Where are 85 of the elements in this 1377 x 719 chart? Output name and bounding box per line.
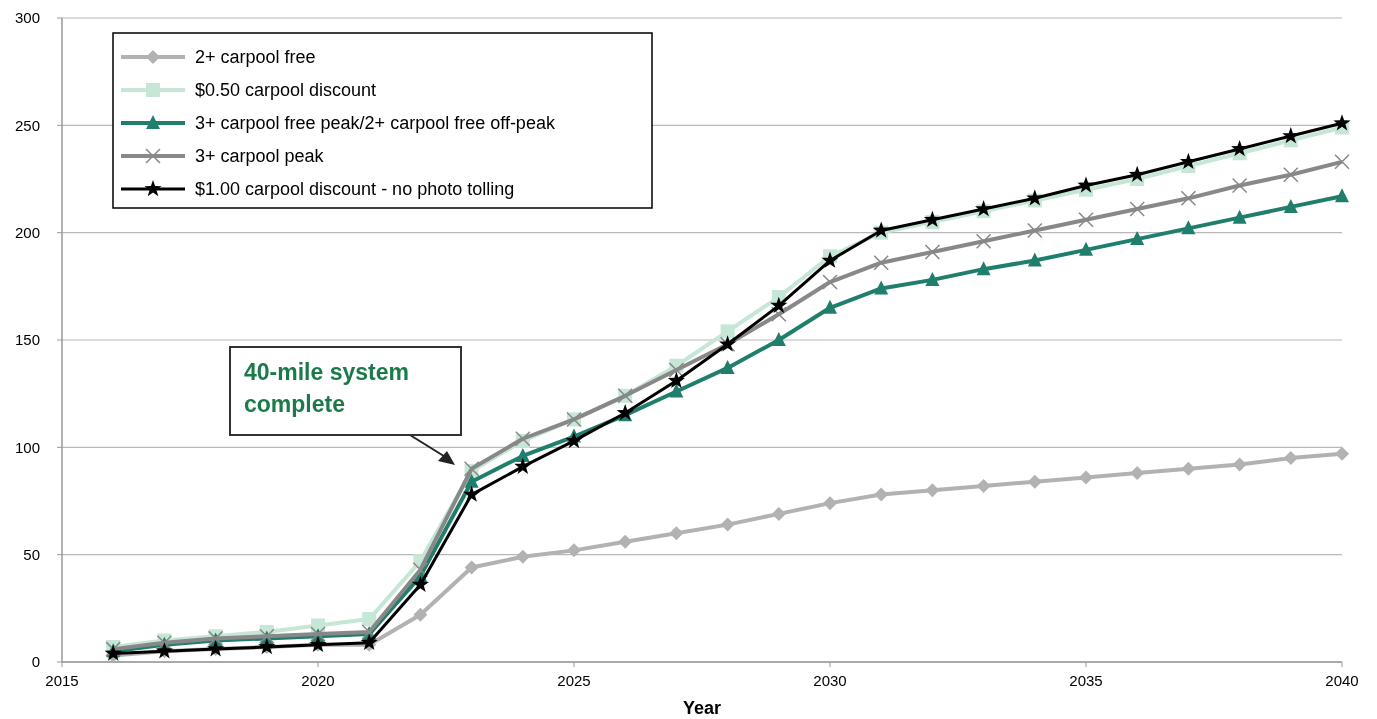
point <box>1027 252 1042 267</box>
point <box>1027 222 1043 239</box>
x-axis-title: Year <box>682 698 722 718</box>
point <box>515 447 530 462</box>
point <box>924 244 941 260</box>
point <box>771 306 787 322</box>
point <box>1181 461 1196 476</box>
point <box>667 371 685 389</box>
point <box>1077 176 1095 193</box>
point <box>1335 188 1349 203</box>
point <box>514 457 532 474</box>
point <box>464 560 479 575</box>
point <box>618 534 633 549</box>
x-tick-label: 2040 <box>1325 672 1359 689</box>
point <box>1232 457 1247 472</box>
point <box>668 362 685 378</box>
point <box>771 506 786 521</box>
point <box>1333 114 1351 131</box>
y-tick-label: 200 <box>14 223 40 241</box>
point <box>976 478 991 493</box>
point <box>1079 241 1093 256</box>
point <box>515 549 530 564</box>
point <box>463 485 481 502</box>
y-tick-label: 150 <box>14 331 40 349</box>
y-tick-label: 300 <box>14 9 40 27</box>
point <box>669 526 684 541</box>
point <box>1231 177 1248 194</box>
y-tick-label: 100 <box>14 438 40 456</box>
point <box>360 633 378 650</box>
point <box>565 431 583 449</box>
point <box>1130 466 1145 481</box>
point <box>770 296 788 313</box>
point <box>1180 190 1197 207</box>
point <box>362 612 377 627</box>
point <box>872 221 890 238</box>
legend-label: 3+ carpool peak <box>195 146 325 167</box>
point <box>669 383 684 398</box>
legend-label: $1.00 carpool discount - no photo tolling <box>195 179 515 200</box>
point <box>925 483 940 498</box>
x-tick-label: 2025 <box>557 672 591 689</box>
point <box>1232 209 1247 224</box>
annotation: 40-mile system complete <box>244 359 409 417</box>
point <box>874 280 889 295</box>
point <box>1181 220 1196 235</box>
y-tick-label: 0 <box>31 653 40 671</box>
point <box>1283 451 1298 466</box>
y-tick-label: 250 <box>14 116 40 134</box>
legend-label: 2+ carpool free <box>195 47 316 68</box>
point <box>1079 470 1093 485</box>
x-tick-label: 2035 <box>1069 672 1103 689</box>
point <box>720 359 735 374</box>
point <box>1130 231 1145 246</box>
point <box>616 403 634 421</box>
point <box>874 487 889 502</box>
point <box>821 251 839 268</box>
point <box>771 332 786 346</box>
x-tick-label: 2030 <box>813 672 847 689</box>
point <box>412 561 429 578</box>
point <box>823 299 837 314</box>
point <box>411 575 429 592</box>
point <box>1283 166 1299 183</box>
point <box>1129 201 1145 217</box>
point <box>567 543 581 558</box>
point <box>873 254 889 271</box>
point <box>1078 212 1094 228</box>
point <box>720 324 735 339</box>
point <box>1027 474 1042 489</box>
x-tick-label: 2015 <box>45 672 79 689</box>
point <box>975 233 992 249</box>
point <box>923 210 941 228</box>
legend-label: $0.50 carpool discount <box>195 80 377 101</box>
point <box>464 473 479 488</box>
point <box>1128 165 1146 182</box>
point <box>925 271 940 286</box>
point <box>1283 198 1298 213</box>
x-tick-label: 2020 <box>301 672 335 689</box>
point <box>1334 154 1350 170</box>
point <box>720 517 735 532</box>
legend-label: 3+ carpool free peak/2+ carpool free off-peak <box>195 113 556 134</box>
y-tick-label: 50 <box>23 545 40 563</box>
point <box>976 261 991 276</box>
point <box>823 496 837 511</box>
point <box>822 274 838 290</box>
point <box>1335 446 1349 461</box>
point <box>413 607 428 622</box>
